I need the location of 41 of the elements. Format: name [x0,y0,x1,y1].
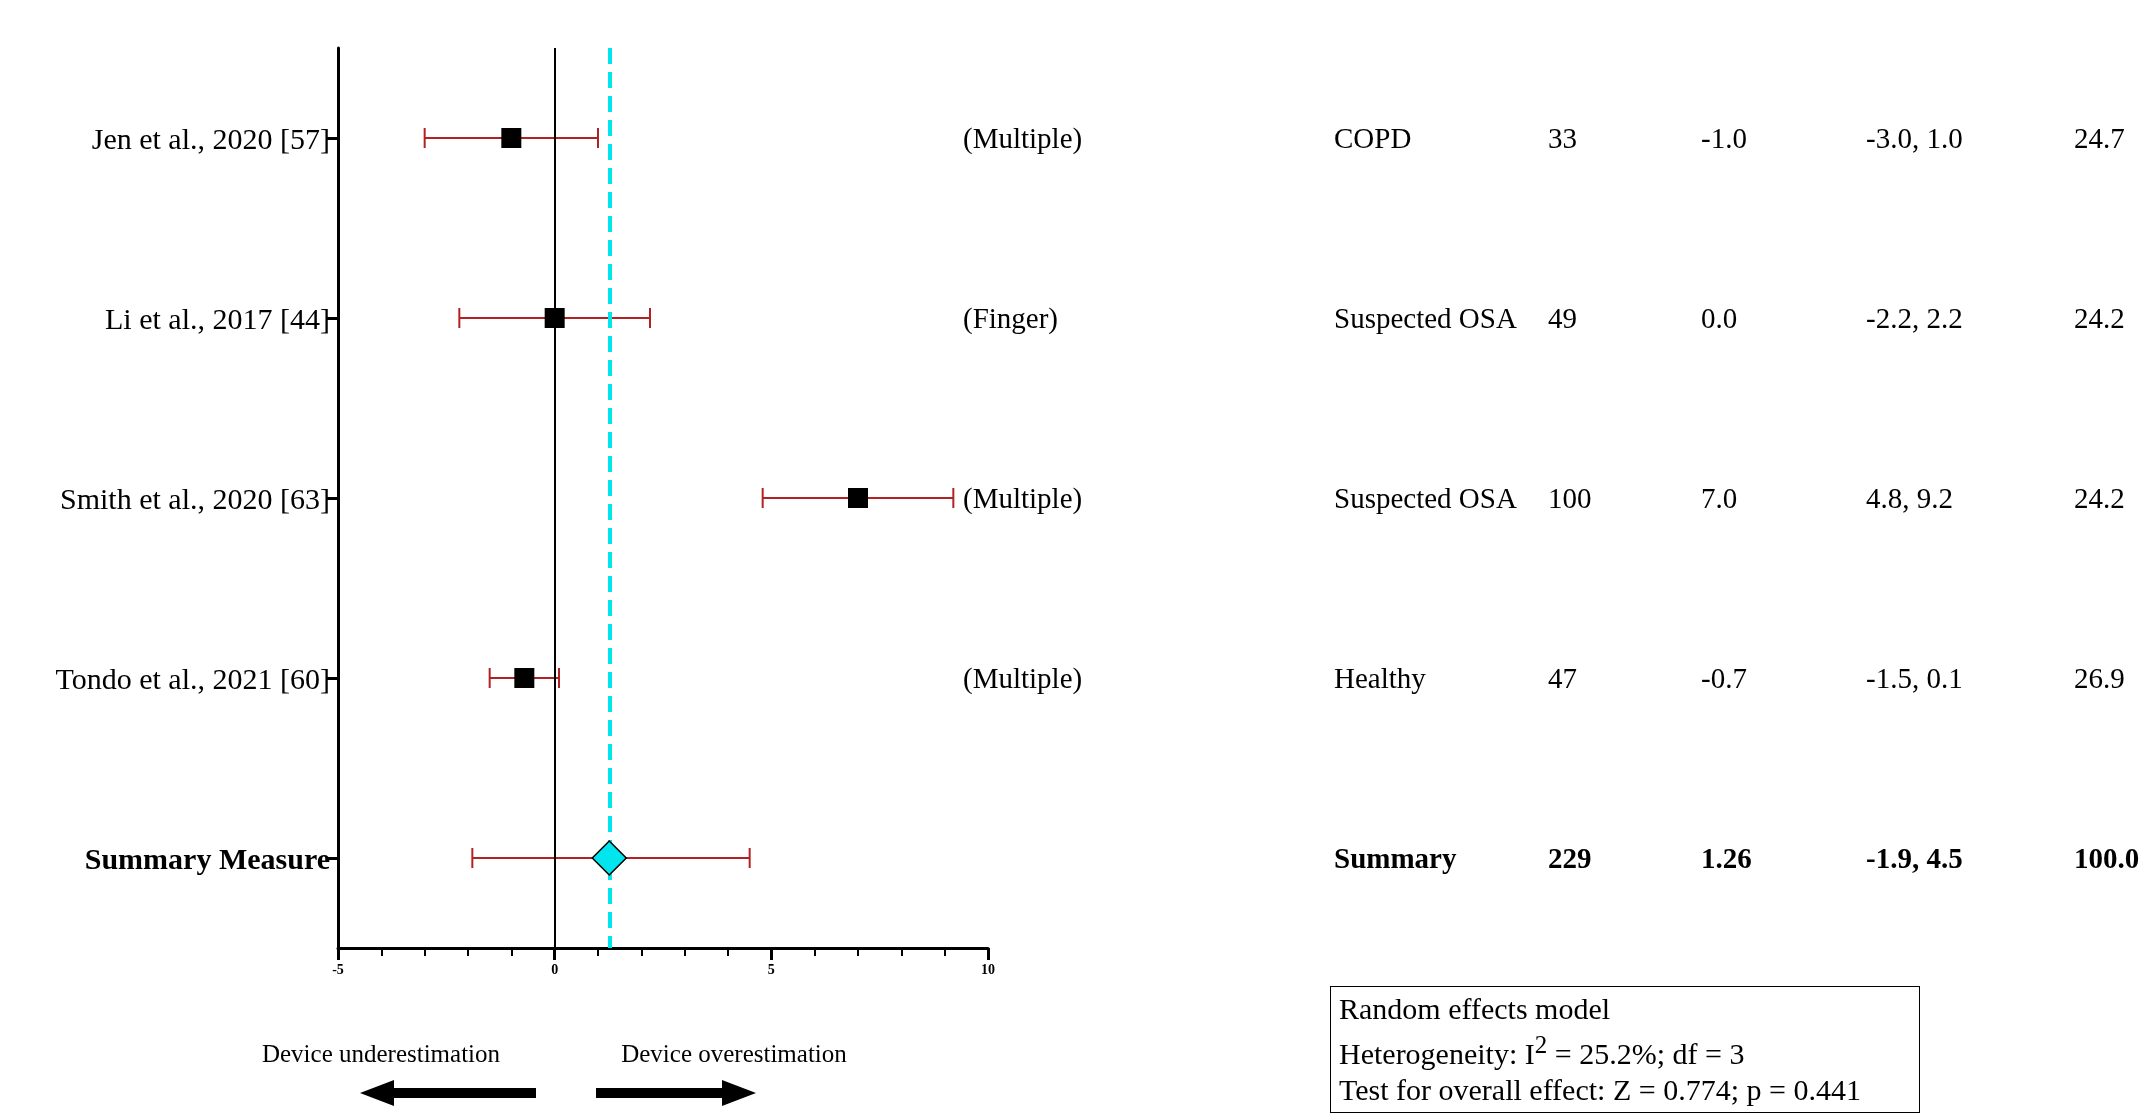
text: Suspected OSA [1334,302,1517,334]
annotation: (Multiple) [963,122,1083,155]
text: Summary [1334,842,1457,874]
text: -1.9, 4.5 [1866,842,1963,874]
text: COPD [1334,122,1412,154]
text: 24.2 [2074,482,2125,514]
text: 4.8, 9.2 [1866,482,1953,514]
text: 0.0 [1701,302,1738,334]
text: 24.7 [2074,122,2125,154]
text: Suspected OSA [1334,482,1517,514]
y-tick-label: Summary Measure [84,841,330,875]
text: -0.7 [1701,662,1747,694]
text: 1.26 [1701,842,1752,874]
x-tick-label: 0 [551,961,559,977]
text: 49 [1548,302,1577,334]
y-tick-label: Li et al., 2017 [44] [105,301,330,335]
text: -1.0 [1701,122,1747,154]
text: -3.0, 1.0 [1866,122,1963,154]
annotation: (Multiple) [963,482,1083,515]
text: -1.5, 0.1 [1866,662,1963,694]
text: 100.0 [2074,842,2140,874]
text: 26.9 [2074,662,2125,694]
text: Device underestimation [261,1039,501,1067]
text: 24.2 [2074,302,2125,334]
text: 100 [1548,482,1592,514]
x-tick-label: 10 [981,961,995,977]
text: -2.2, 2.2 [1866,302,1963,334]
x-tick-label: 5 [767,961,775,977]
y-tick-label: Jen et al., 2020 [57] [91,121,330,155]
text: Device overestimation [621,1039,848,1067]
y-tick-label: Smith et al., 2020 [63] [60,481,330,515]
x-tick-label: -5 [332,961,344,977]
text: 7.0 [1701,482,1738,514]
text: Healthy [1334,662,1427,694]
annotation: (Finger) [963,302,1059,335]
text-box: Random effects model Heterogeneity: I$^{2}$ = 25.2%; df = 3 Test for overall effect: Z = 0.774; p = 0.441 [1330,986,1920,1113]
text: 33 [1548,122,1577,154]
y-tick-label: Tondo et al., 2021 [60] [55,661,330,695]
text: 47 [1548,662,1577,694]
text: 229 [1548,842,1592,874]
annotation: (Multiple) [963,662,1083,695]
